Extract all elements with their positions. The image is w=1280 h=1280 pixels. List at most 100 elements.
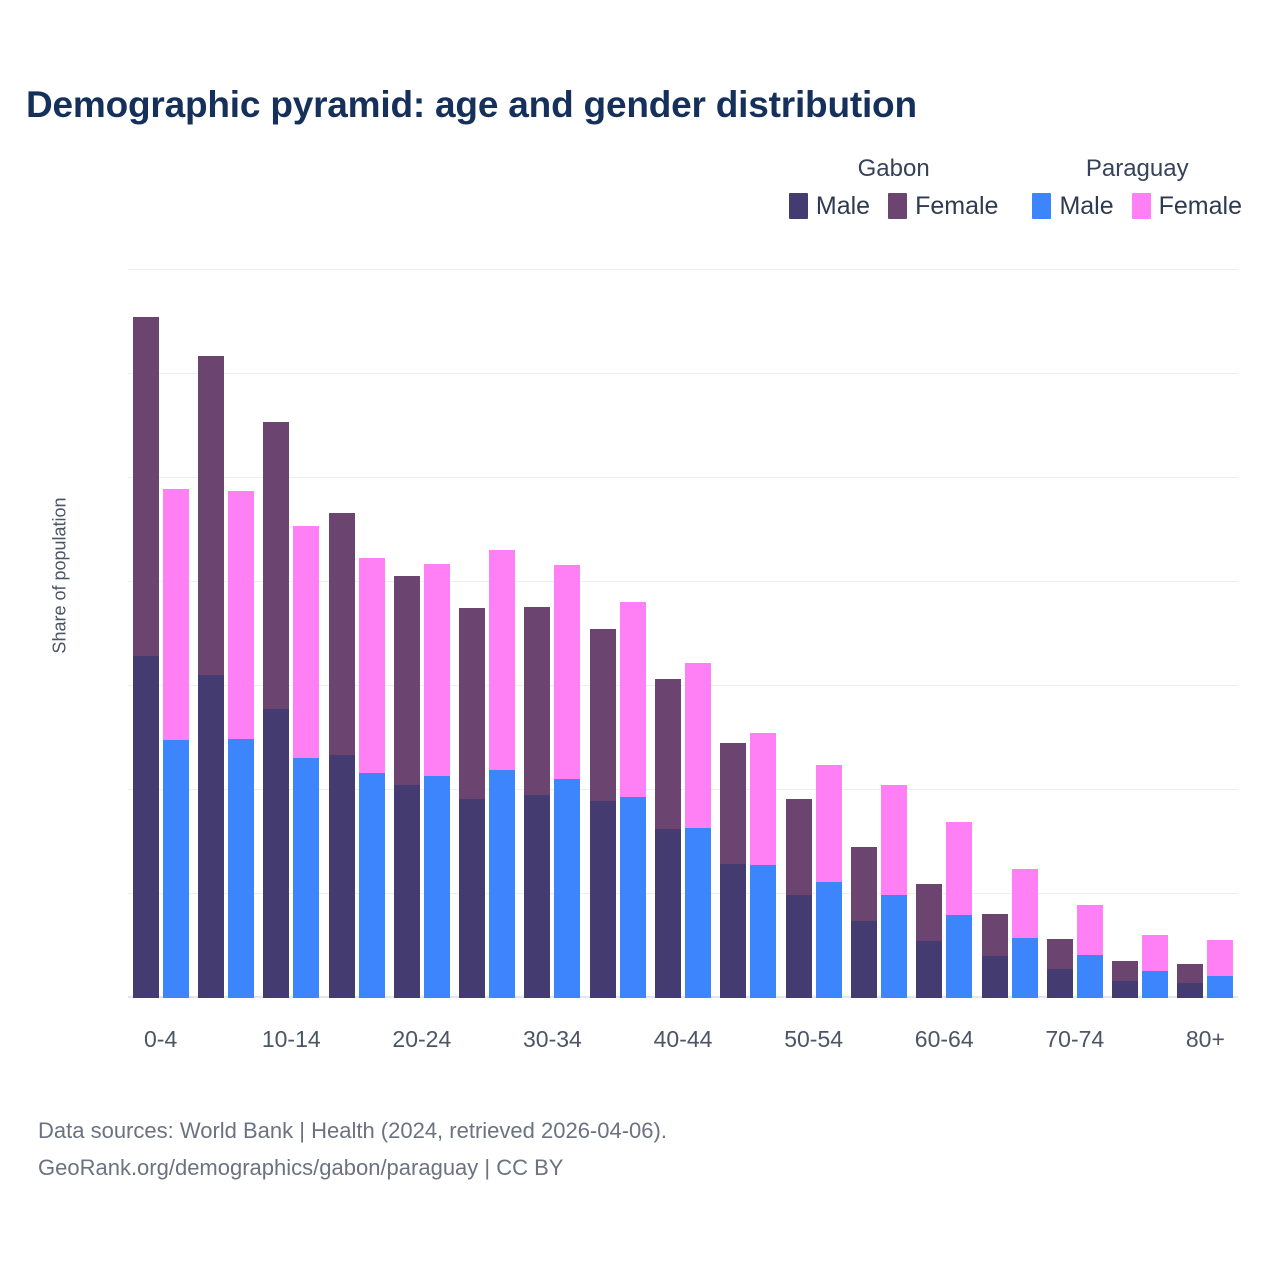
- bar-stack-gabon[interactable]: [850, 847, 877, 998]
- bar-segment-female[interactable]: [524, 606, 551, 796]
- bar-segment-female[interactable]: [850, 847, 877, 922]
- bar-stack-paraguay[interactable]: [554, 565, 581, 998]
- bar-segment-female[interactable]: [946, 821, 973, 915]
- bar-segment-female[interactable]: [1076, 905, 1103, 956]
- bar-segment-female[interactable]: [459, 608, 486, 800]
- bar-segment-female[interactable]: [589, 628, 616, 802]
- bar-segment-male[interactable]: [1046, 969, 1073, 998]
- bar-segment-female[interactable]: [685, 663, 712, 829]
- bar-stack-gabon[interactable]: [916, 883, 943, 998]
- bar-segment-male[interactable]: [132, 655, 159, 998]
- bar-segment-male[interactable]: [946, 914, 973, 998]
- bar-segment-male[interactable]: [1207, 976, 1234, 998]
- bar-segment-male[interactable]: [1011, 937, 1038, 998]
- bar-stack-paraguay[interactable]: [1011, 868, 1038, 998]
- bar-segment-male[interactable]: [293, 757, 320, 998]
- bar-segment-male[interactable]: [815, 881, 842, 998]
- bar-stack-paraguay[interactable]: [619, 601, 646, 998]
- bar-segment-male[interactable]: [880, 894, 907, 998]
- bar-stack-paraguay[interactable]: [162, 489, 189, 998]
- bar-segment-male[interactable]: [524, 795, 551, 998]
- bar-stack-gabon[interactable]: [393, 575, 420, 998]
- bar-segment-female[interactable]: [162, 489, 189, 741]
- bar-stack-paraguay[interactable]: [489, 549, 516, 998]
- bar-segment-female[interactable]: [197, 356, 224, 675]
- bar-stack-gabon[interactable]: [197, 356, 224, 998]
- bar-segment-male[interactable]: [850, 921, 877, 998]
- bar-stack-paraguay[interactable]: [815, 764, 842, 998]
- bar-segment-female[interactable]: [785, 798, 812, 896]
- legend-item-paraguay-female[interactable]: Female: [1131, 193, 1242, 219]
- bar-segment-male[interactable]: [1142, 970, 1169, 998]
- bar-segment-male[interactable]: [263, 709, 290, 998]
- bar-segment-female[interactable]: [720, 743, 747, 864]
- legend-item-gabon-female[interactable]: Female: [888, 193, 998, 219]
- bar-stack-paraguay[interactable]: [880, 785, 907, 998]
- bar-segment-female[interactable]: [293, 525, 320, 758]
- bar-segment-female[interactable]: [227, 490, 254, 740]
- bar-segment-male[interactable]: [328, 754, 355, 998]
- bar-segment-female[interactable]: [880, 785, 907, 895]
- bar-segment-female[interactable]: [423, 564, 450, 777]
- bar-segment-male[interactable]: [1112, 981, 1139, 998]
- bar-stack-gabon[interactable]: [1112, 960, 1139, 998]
- bar-segment-male[interactable]: [685, 828, 712, 998]
- bar-segment-male[interactable]: [589, 801, 616, 998]
- bar-stack-paraguay[interactable]: [358, 557, 385, 998]
- bar-segment-female[interactable]: [132, 316, 159, 656]
- bar-stack-gabon[interactable]: [459, 608, 486, 998]
- bar-segment-male[interactable]: [162, 740, 189, 998]
- bar-segment-male[interactable]: [785, 895, 812, 998]
- bar-stack-paraguay[interactable]: [1207, 939, 1234, 998]
- bar-segment-male[interactable]: [459, 799, 486, 998]
- bar-segment-female[interactable]: [1207, 939, 1234, 977]
- bar-stack-paraguay[interactable]: [1076, 905, 1103, 998]
- bar-segment-female[interactable]: [1046, 939, 1073, 970]
- bar-segment-male[interactable]: [227, 739, 254, 998]
- bar-segment-male[interactable]: [358, 773, 385, 998]
- bar-stack-gabon[interactable]: [785, 798, 812, 998]
- bar-segment-female[interactable]: [981, 913, 1008, 957]
- bar-stack-gabon[interactable]: [981, 913, 1008, 998]
- bar-segment-male[interactable]: [489, 770, 516, 998]
- bar-segment-male[interactable]: [1076, 955, 1103, 998]
- bar-segment-male[interactable]: [1177, 983, 1204, 998]
- bar-segment-female[interactable]: [358, 557, 385, 774]
- bar-segment-female[interactable]: [1142, 935, 1169, 971]
- bar-stack-gabon[interactable]: [263, 421, 290, 998]
- bar-segment-male[interactable]: [554, 778, 581, 998]
- bar-segment-male[interactable]: [720, 863, 747, 998]
- bar-stack-gabon[interactable]: [720, 743, 747, 998]
- bar-stack-gabon[interactable]: [1177, 963, 1204, 998]
- bar-segment-female[interactable]: [263, 421, 290, 710]
- bar-stack-paraguay[interactable]: [1142, 935, 1169, 998]
- bar-segment-male[interactable]: [981, 956, 1008, 998]
- bar-segment-female[interactable]: [554, 565, 581, 779]
- bar-segment-female[interactable]: [1112, 960, 1139, 982]
- bar-stack-gabon[interactable]: [655, 679, 682, 998]
- bar-segment-male[interactable]: [619, 797, 646, 998]
- bar-stack-paraguay[interactable]: [293, 525, 320, 998]
- bar-segment-female[interactable]: [1177, 963, 1204, 984]
- bar-segment-female[interactable]: [619, 601, 646, 798]
- bar-segment-female[interactable]: [489, 549, 516, 771]
- bar-segment-female[interactable]: [750, 732, 777, 866]
- bar-stack-paraguay[interactable]: [750, 732, 777, 998]
- bar-segment-male[interactable]: [197, 674, 224, 998]
- bar-segment-male[interactable]: [423, 776, 450, 998]
- bar-stack-gabon[interactable]: [589, 628, 616, 998]
- bar-segment-female[interactable]: [328, 512, 355, 755]
- bar-segment-male[interactable]: [750, 865, 777, 998]
- bar-stack-gabon[interactable]: [328, 512, 355, 998]
- bar-segment-male[interactable]: [916, 940, 943, 998]
- bar-segment-female[interactable]: [1011, 868, 1038, 938]
- bar-segment-female[interactable]: [393, 575, 420, 785]
- bar-stack-gabon[interactable]: [524, 606, 551, 998]
- bar-segment-female[interactable]: [815, 764, 842, 882]
- bar-stack-paraguay[interactable]: [423, 564, 450, 998]
- legend-item-gabon-male[interactable]: Male: [788, 193, 870, 219]
- bar-segment-female[interactable]: [916, 883, 943, 941]
- bar-segment-male[interactable]: [393, 784, 420, 998]
- bar-segment-male[interactable]: [655, 829, 682, 998]
- bar-segment-female[interactable]: [655, 679, 682, 829]
